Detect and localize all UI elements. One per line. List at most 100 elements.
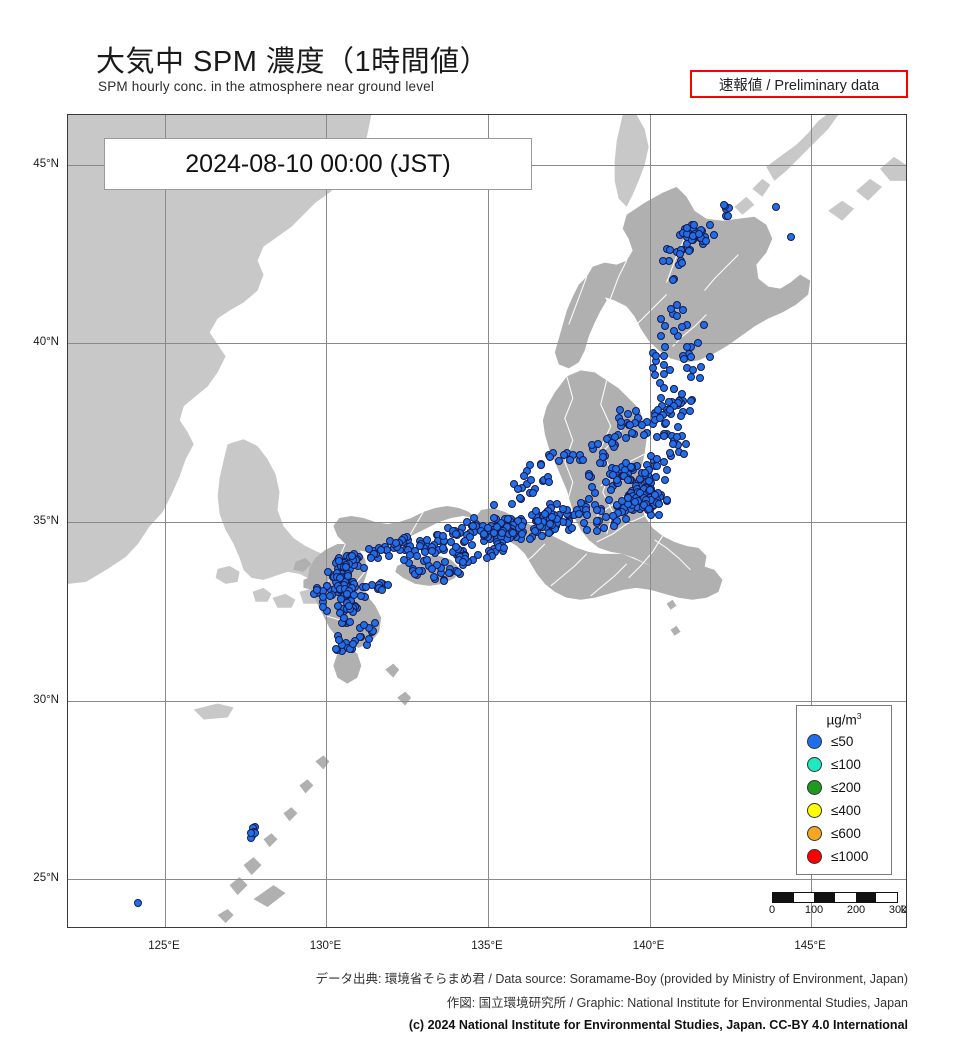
station-marker [626, 420, 635, 429]
station-marker [473, 551, 482, 560]
y-tick-minor [67, 772, 68, 773]
station-marker [702, 237, 711, 246]
x-tick-minor [100, 927, 101, 928]
x-axis-label: 125°E [148, 940, 180, 952]
station-marker [593, 526, 602, 535]
x-tick-minor [682, 927, 683, 928]
x-tick-minor [714, 927, 715, 928]
station-marker [532, 507, 541, 516]
station-marker [616, 417, 625, 426]
station-marker [696, 362, 705, 371]
legend-row: ≤1000 [797, 845, 891, 868]
station-marker [659, 361, 668, 370]
station-marker [515, 493, 524, 502]
scale-bar-graphic [772, 892, 898, 903]
station-marker [578, 456, 587, 465]
station-marker [660, 383, 669, 392]
x-tick-minor [876, 927, 877, 928]
x-axis-label: 145°E [794, 940, 826, 952]
y-tick-major [67, 701, 68, 702]
station-marker [546, 520, 555, 528]
x-tick-minor [391, 927, 392, 928]
station-marker [673, 311, 682, 320]
station-marker [710, 231, 719, 239]
station-marker [695, 374, 704, 383]
legend-color-dot [807, 757, 822, 772]
station-marker [771, 203, 780, 212]
y-tick-minor [67, 415, 68, 416]
station-marker [568, 524, 577, 533]
station-marker [334, 636, 343, 645]
y-tick-major [67, 879, 68, 880]
x-axis-label: 135°E [471, 940, 503, 952]
x-tick-minor [230, 927, 231, 928]
legend: µg/m3 ≤50 ≤100 ≤200 ≤400 ≤600 ≤1000 [796, 704, 892, 875]
gridline-horizontal [68, 879, 906, 881]
station-marker [681, 440, 690, 449]
station-marker [319, 602, 328, 611]
y-axis-label: 30°N [33, 693, 59, 706]
station-marker [676, 250, 685, 259]
legend-unit: µg/m3 [797, 711, 891, 728]
gridline-vertical [164, 115, 166, 927]
station-marker [533, 517, 542, 526]
station-marker [623, 493, 632, 502]
station-marker [616, 406, 625, 415]
station-marker [470, 514, 479, 523]
y-tick-minor [67, 308, 68, 309]
station-marker [594, 439, 603, 448]
station-marker [439, 544, 448, 553]
footer-data-source: データ出典: 環境省そらまめ君 / Data source: Soramame-… [315, 972, 908, 986]
station-marker [653, 462, 662, 471]
legend-unit-text: µg/m [826, 712, 857, 727]
station-marker [574, 510, 583, 519]
station-marker [364, 544, 373, 553]
station-marker [530, 527, 539, 536]
station-marker [585, 471, 594, 480]
station-marker [669, 276, 678, 285]
scale-bar-tick-label: 0 [768, 904, 776, 916]
x-tick-minor [617, 927, 618, 928]
station-marker [482, 554, 491, 563]
x-tick-major [811, 927, 812, 928]
x-tick-minor [197, 927, 198, 928]
station-marker [345, 601, 354, 610]
station-marker [601, 478, 610, 487]
scale-bar-tick-label: 200 [846, 904, 866, 916]
station-marker [430, 572, 439, 581]
legend-row: ≤200 [797, 776, 891, 799]
station-marker [684, 246, 693, 255]
station-marker [508, 500, 517, 509]
station-marker [659, 457, 668, 466]
page-title: 大気中 SPM 濃度（1時間値） [96, 46, 490, 78]
station-marker [687, 396, 696, 405]
station-marker [627, 462, 636, 471]
station-marker [652, 351, 661, 360]
station-marker [646, 485, 655, 494]
station-marker [659, 431, 668, 440]
station-marker [706, 220, 715, 229]
station-marker [399, 555, 408, 564]
y-tick-minor [67, 808, 68, 809]
station-marker [680, 355, 689, 364]
map-plot-area[interactable]: 2024-08-10 00:00 (JST) µg/m3 ≤50 ≤100 ≤200… [67, 114, 907, 928]
legend-color-dot [807, 803, 822, 818]
x-tick-minor [520, 927, 521, 928]
station-marker [678, 306, 687, 315]
station-marker [347, 552, 356, 561]
station-marker [517, 530, 526, 539]
x-tick-minor [585, 927, 586, 928]
y-tick-minor [67, 129, 68, 130]
station-marker [613, 475, 622, 484]
scale-bar-segment [876, 893, 898, 902]
station-marker [489, 501, 498, 510]
station-marker [666, 366, 675, 375]
station-marker [565, 456, 574, 465]
station-marker [577, 498, 586, 507]
station-marker [670, 384, 679, 393]
station-marker [677, 322, 686, 331]
station-marker [356, 591, 365, 600]
station-marker [552, 499, 561, 508]
legend-label: ≤600 [831, 826, 861, 841]
